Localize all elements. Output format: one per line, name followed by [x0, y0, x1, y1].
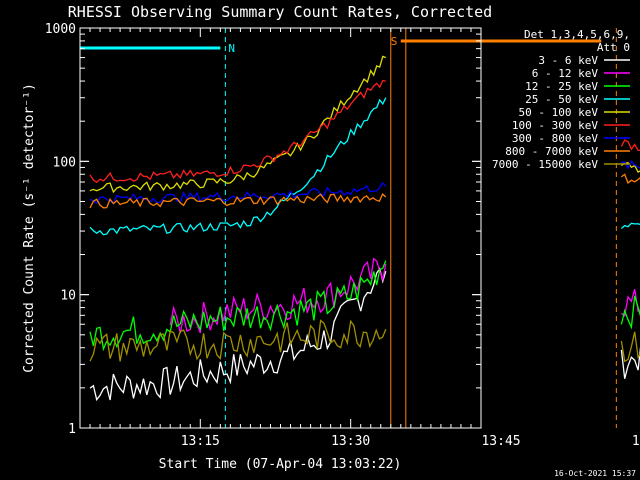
plot-frame [79, 27, 482, 429]
series-line-3-6-kev-1 [620, 346, 640, 379]
series-25-50-kev [89, 97, 640, 236]
legend-label-12-25-kev: 12 - 25 keV [525, 80, 598, 93]
y-tick-label-1000: 1000 [45, 22, 76, 37]
series-line-12-25-kev-0 [89, 260, 387, 352]
y-tick-label-10: 10 [60, 289, 76, 304]
series-7000-15000-kev [89, 319, 640, 363]
legend-label-7000-15000-kev: 7000 - 15000 keV [492, 158, 598, 171]
series-6-12-kev [169, 257, 640, 334]
series-line-7000-15000-kev-0 [89, 319, 387, 362]
y-axis-label: Corrected Count Rate (s⁻¹ detector⁻¹) [22, 83, 37, 373]
x-tick-label-13-15: 13:15 [181, 434, 220, 449]
series-line-800-7000-kev-0 [89, 193, 387, 209]
series-3-6-kev [89, 267, 640, 402]
series-line-25-50-kev-1 [620, 222, 640, 229]
x-tick-label-13-45: 13:45 [481, 434, 520, 449]
legend-label-25-50-kev: 25 - 50 keV [525, 93, 598, 106]
series-line-3-6-kev-0 [89, 267, 387, 402]
series-line-7000-15000-kev-1 [620, 331, 640, 363]
x-axis-label: Start Time (07-Apr-04 13:03:22) [159, 457, 402, 472]
legend-label-300-800-kev: 300 - 800 keV [512, 132, 598, 145]
series-100-300-kev [89, 79, 640, 184]
legend-label-800-7000-kev: 800 - 7000 keV [505, 145, 598, 158]
footer-date: 16-Oct-2021 15:37 [554, 469, 636, 478]
series-line-50-100-kev-1 [621, 161, 640, 174]
series-800-7000-kev [89, 173, 640, 209]
y-tick-label-1: 1 [68, 422, 76, 437]
series-line-6-12-kev-0 [169, 257, 387, 334]
chart-title: RHESSI Observing Summary Count Rates, Co… [68, 3, 492, 21]
series-line-12-25-kev-1 [620, 295, 640, 330]
segment-label-s: S [391, 35, 398, 48]
x-tick-label-13-30: 13:30 [331, 434, 370, 449]
segment-label-n: N [228, 42, 235, 55]
series-12-25-kev [89, 260, 640, 352]
legend-label-50-100-kev: 50 - 100 keV [519, 106, 599, 119]
x-tick-label-14-00: 14:00 [632, 434, 640, 449]
legend-label-6-12-kev: 6 - 12 keV [532, 67, 599, 80]
legend-header-0: Det 1,3,4,5,6,9, [524, 28, 630, 41]
legend-header-1: Att 0 [597, 41, 630, 54]
series-50-100-kev [89, 55, 640, 194]
series-line-50-100-kev-0 [89, 55, 387, 194]
series-line-25-50-kev-0 [89, 97, 387, 236]
series-line-800-7000-kev-1 [621, 173, 640, 184]
legend-label-3-6-kev: 3 - 6 keV [538, 54, 598, 67]
series-line-100-300-kev-0 [89, 79, 386, 184]
legend-label-100-300-kev: 100 - 300 keV [512, 119, 598, 132]
y-tick-label-100: 100 [53, 155, 76, 170]
